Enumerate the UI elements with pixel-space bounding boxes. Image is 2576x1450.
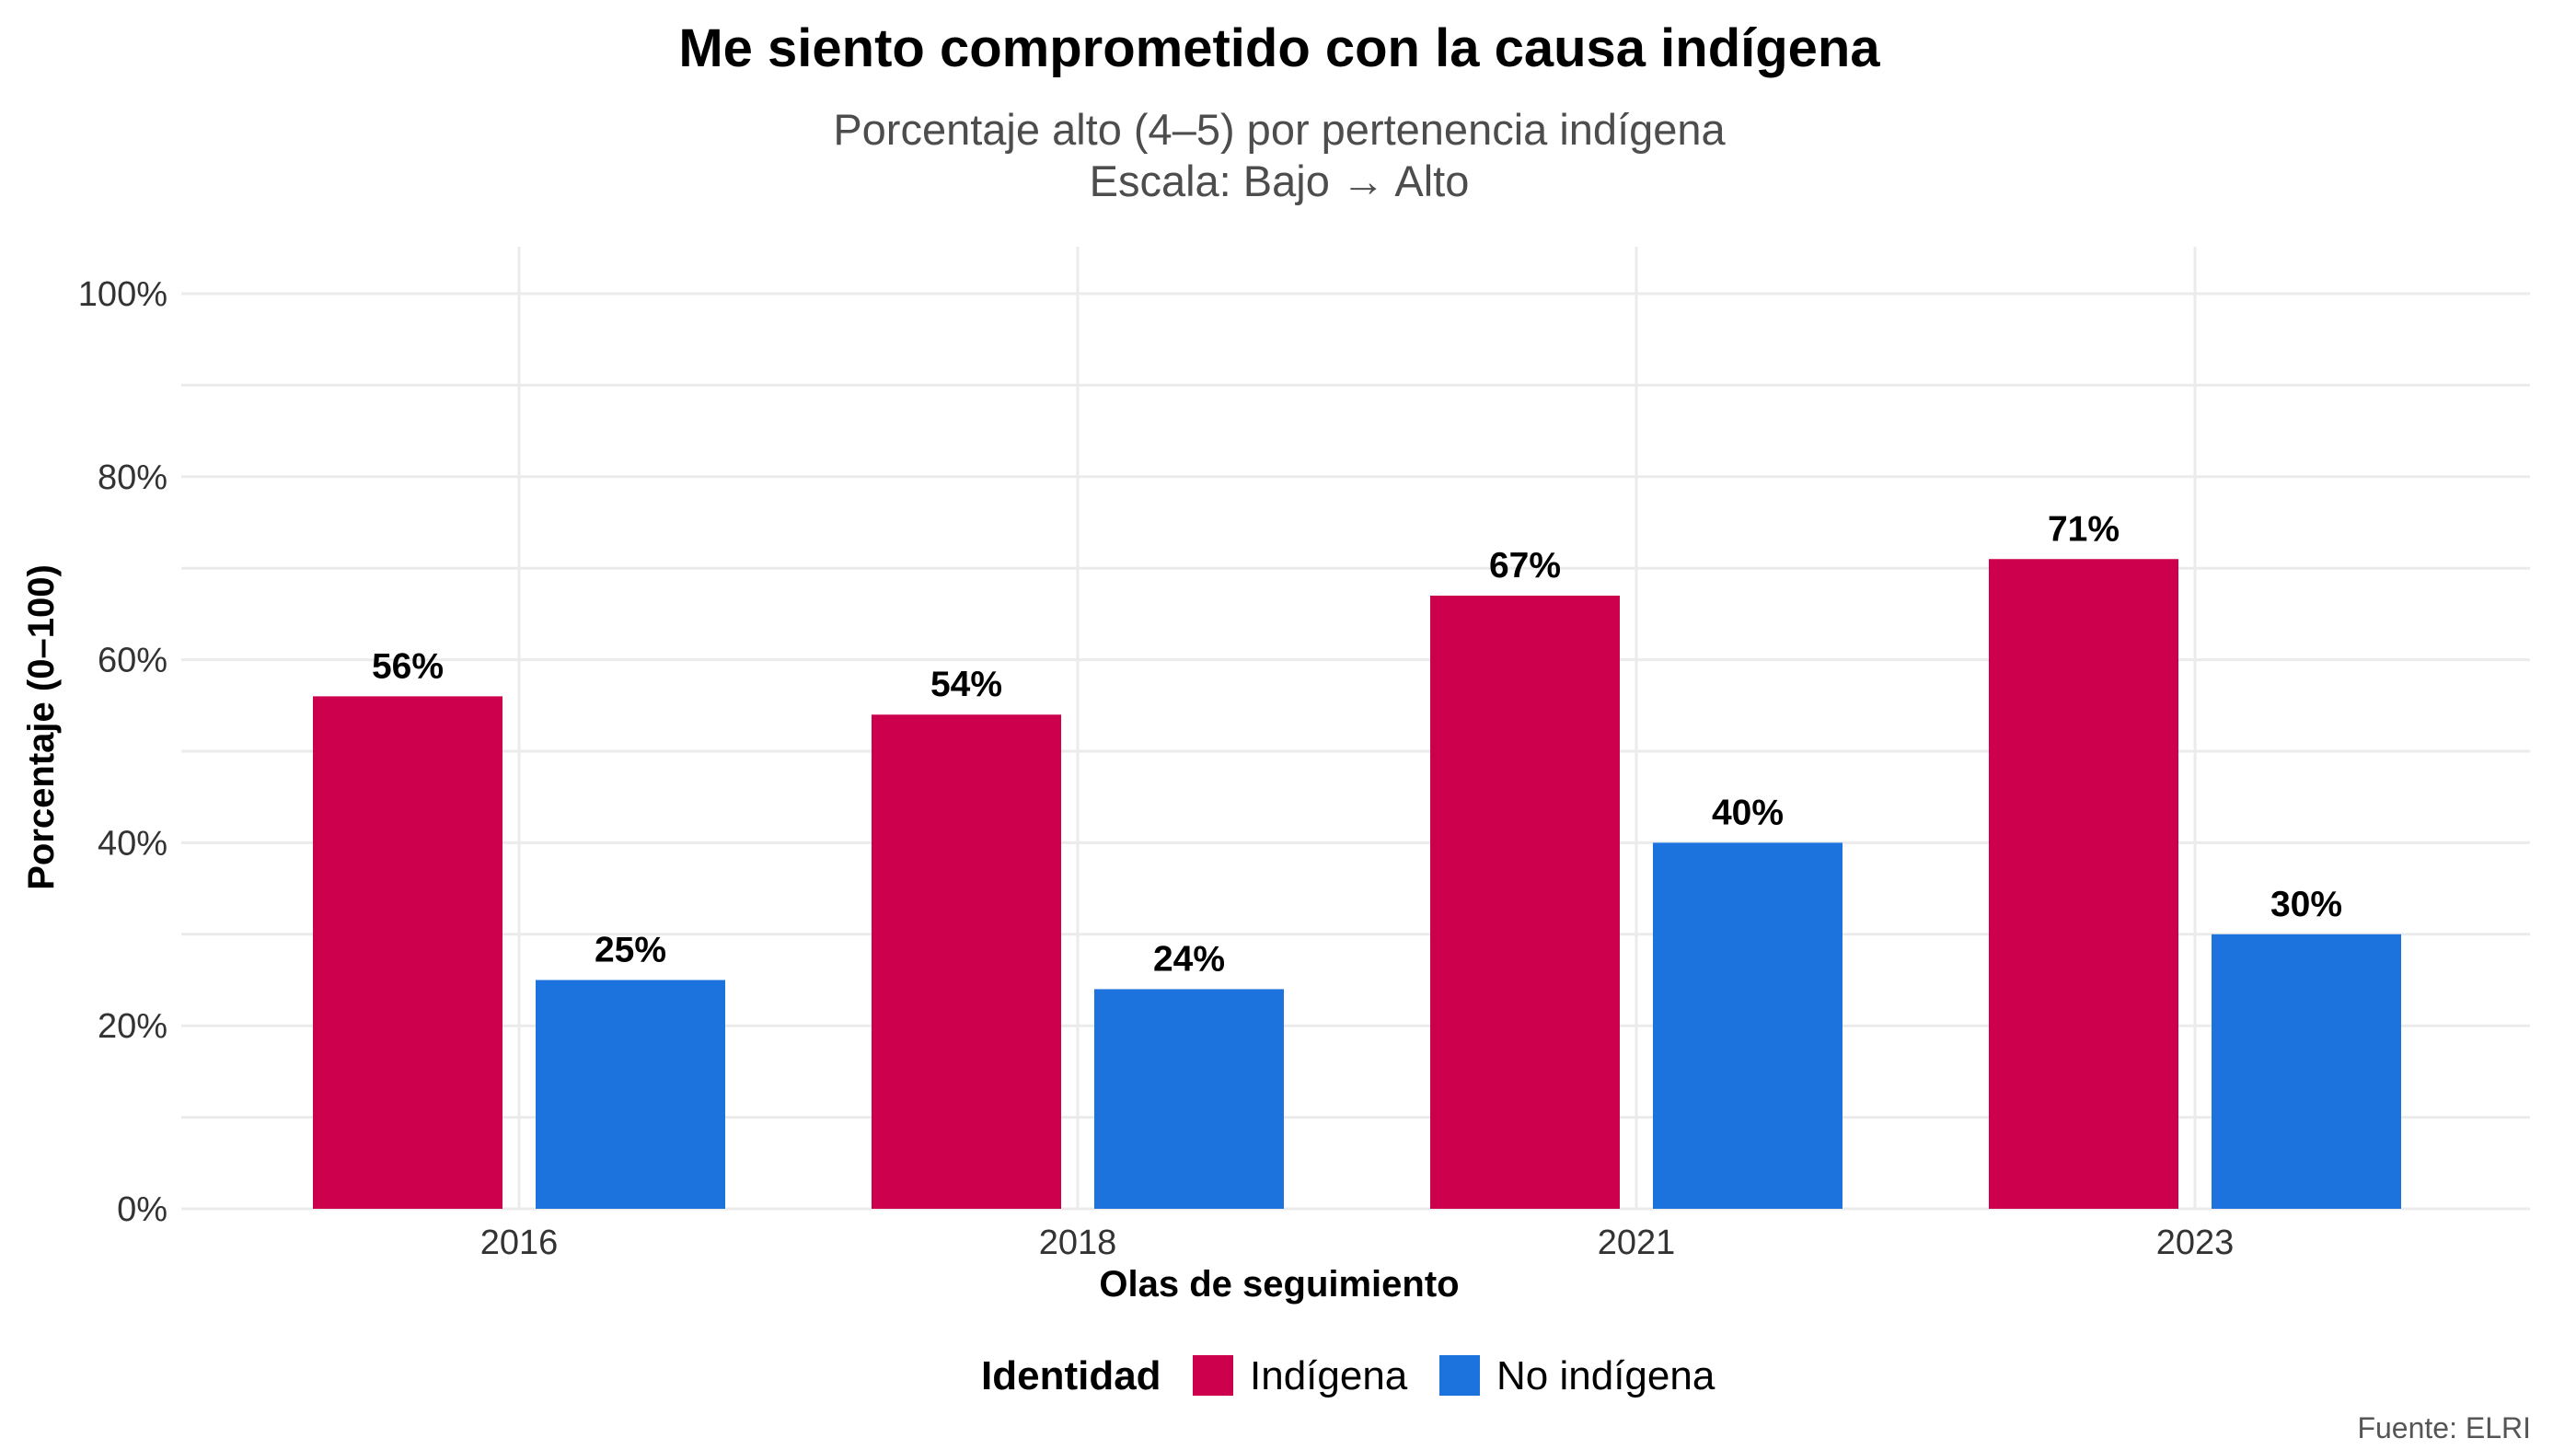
chart-subtitle-line-1: Porcentaje alto (4–5) por pertenencia in…	[833, 105, 1726, 154]
legend-swatch-indigena	[1193, 1355, 1233, 1396]
y-tick-label: 100%	[78, 275, 167, 314]
x-tick-label: 2016	[480, 1224, 559, 1262]
x-axis-title: Olas de seguimiento	[1099, 1264, 1459, 1305]
bar-indigena	[1989, 559, 2178, 1209]
bar-value-label: 40%	[1712, 793, 1784, 832]
bar-no-indigena	[1094, 989, 1284, 1209]
bar-indigena	[872, 714, 1061, 1209]
chart-subtitle-line-2: Escala: Bajo → Alto	[1090, 157, 1470, 205]
bar-no-indigena	[536, 980, 725, 1209]
bar-indigena	[1430, 596, 1620, 1209]
chart-title: Me siento comprometido con la causa indí…	[678, 18, 1880, 78]
bar-no-indigena	[2212, 934, 2401, 1209]
bar-no-indigena	[1653, 842, 1842, 1209]
legend-swatch-no-indigena	[1439, 1355, 1480, 1396]
bar-value-label: 56%	[372, 646, 444, 686]
bar-value-label: 24%	[1153, 939, 1225, 979]
y-tick-label: 40%	[98, 824, 167, 863]
y-tick-label: 60%	[98, 642, 167, 680]
legend: Identidad Indígena No indígena	[981, 1353, 1715, 1398]
plot-area: 0% 20% 40% 60% 80% 100% 2016 2018 2021 2023 56% 54%…	[78, 247, 2530, 1262]
x-tick-label: 2023	[2156, 1224, 2235, 1262]
y-tick-label: 0%	[117, 1190, 167, 1229]
y-tick-label: 80%	[98, 458, 167, 497]
legend-label-no-indigena: No indígena	[1496, 1353, 1715, 1398]
y-tick-label: 20%	[98, 1007, 167, 1046]
legend-title: Identidad	[981, 1353, 1161, 1398]
x-tick-label: 2018	[1039, 1224, 1117, 1262]
bar-value-label: 71%	[2048, 509, 2120, 549]
caption-source: Fuente: ELRI	[2357, 1411, 2531, 1444]
bar-value-label: 67%	[1489, 546, 1561, 586]
bar-value-label: 25%	[595, 931, 666, 970]
y-axis-title: Porcentaje (0–100)	[21, 564, 62, 890]
bar-value-label: 30%	[2270, 885, 2342, 924]
legend-label-indigena: Indígena	[1250, 1353, 1408, 1398]
bar-value-label: 54%	[930, 665, 1002, 704]
x-tick-label: 2021	[1598, 1224, 1676, 1262]
bar-indigena	[313, 696, 502, 1209]
